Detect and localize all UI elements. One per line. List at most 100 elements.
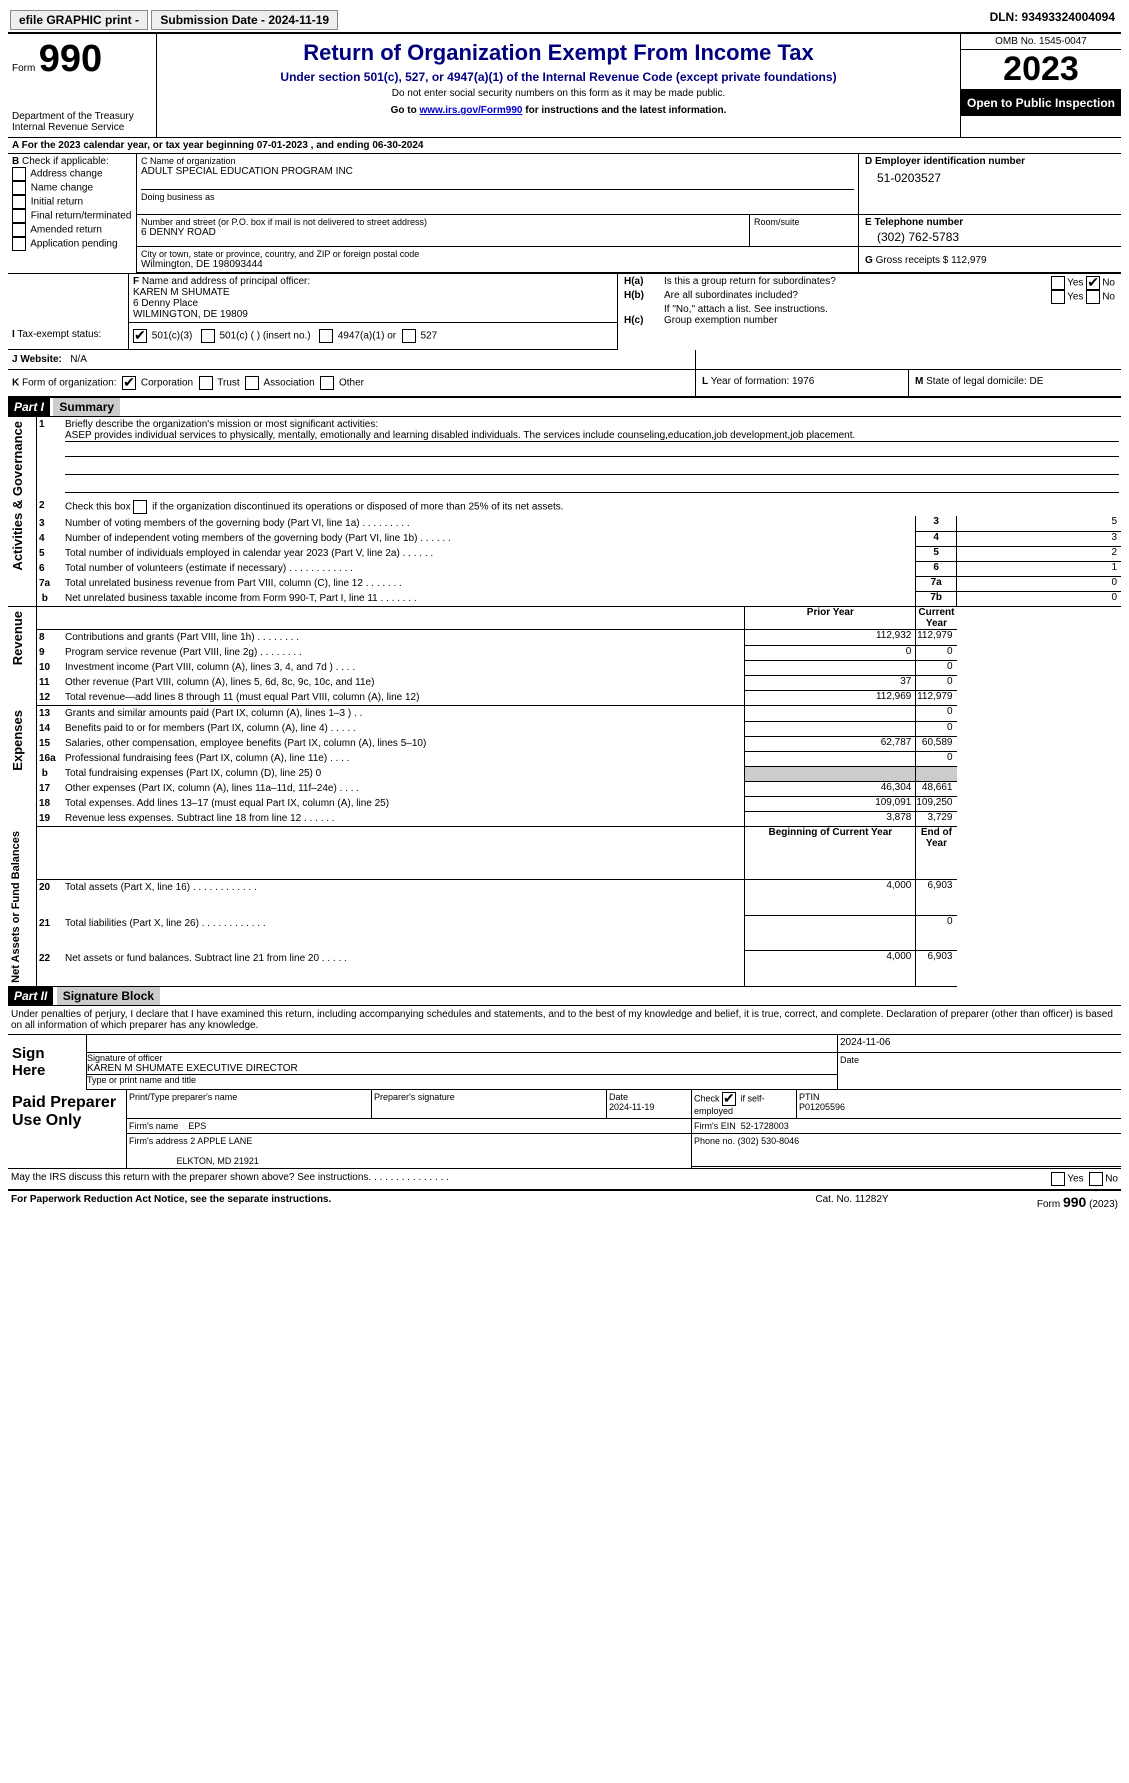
firm-addr-label: Firm's address <box>129 1136 188 1146</box>
j-text: Website: <box>20 354 62 365</box>
c22: 6,903 <box>916 951 957 987</box>
col-curr: Current Year <box>916 607 957 630</box>
hb-yes[interactable] <box>1051 290 1065 304</box>
cb-trust[interactable] <box>199 376 213 390</box>
sig-name: KAREN M SHUMATE EXECUTIVE DIRECTOR <box>87 1063 837 1075</box>
goto-link[interactable]: www.irs.gov/Form990 <box>419 105 522 116</box>
paid-label: Paid Preparer Use Only <box>8 1090 127 1169</box>
k-corp: Corporation <box>141 378 193 389</box>
q16b: Total fundraising expenses (Part IX, col… <box>65 768 313 779</box>
dept-label: Department of the Treasury <box>12 111 152 122</box>
ha-yes[interactable] <box>1051 276 1065 290</box>
firm-addr2: ELKTON, MD 21921 <box>177 1156 259 1166</box>
cb-527[interactable] <box>402 329 416 343</box>
discuss-no-label: No <box>1105 1173 1118 1184</box>
form-header: Form 990 Department of the Treasury Inte… <box>8 34 1121 138</box>
cb-4947[interactable] <box>319 329 333 343</box>
i-527: 527 <box>420 331 437 342</box>
v3: 5 <box>957 516 1122 531</box>
goto-suffix: for instructions and the latest informat… <box>525 105 726 116</box>
cb-q2[interactable] <box>133 500 147 514</box>
c21: 0 <box>916 916 957 951</box>
i-501c3: 501(c)(3) <box>152 331 193 342</box>
discuss-yes-label: Yes <box>1067 1173 1083 1184</box>
cb-501c[interactable] <box>201 329 215 343</box>
yes-label: Yes <box>1067 278 1083 289</box>
hb-text: Are all subordinates included? <box>664 290 1025 304</box>
ptin-label: PTIN <box>799 1092 820 1102</box>
dln-label: DLN: 93493324004094 <box>795 8 1121 33</box>
no-label2: No <box>1102 292 1115 303</box>
submission-date-button[interactable]: Submission Date - 2024-11-19 <box>151 10 338 30</box>
q6: Total number of volunteers (estimate if … <box>65 563 286 574</box>
l-text: Year of formation: 1976 <box>711 376 815 387</box>
q14: Benefits paid to or for members (Part IX… <box>65 723 328 734</box>
ha-no[interactable] <box>1086 276 1100 290</box>
c-name: ADULT SPECIAL EDUCATION PROGRAM INC <box>141 166 854 177</box>
date-label: Date <box>838 1053 1122 1090</box>
v7b: 0 <box>957 591 1122 607</box>
cb-final-return[interactable] <box>12 209 26 223</box>
c-name-label: C Name of organization <box>141 156 854 166</box>
e-phone-label: E Telephone number <box>865 217 1115 228</box>
p17: 46,304 <box>745 781 916 796</box>
b-label: B <box>12 156 19 167</box>
firm-name-label: Firm's name <box>129 1121 178 1131</box>
j-val: N/A <box>70 354 87 365</box>
cb-amended[interactable] <box>12 223 26 237</box>
prep-date-label: Date <box>609 1092 628 1102</box>
p12: 112,969 <box>745 690 916 706</box>
cb-other[interactable] <box>320 376 334 390</box>
part1-title: Summary <box>53 398 120 416</box>
cb-501c3[interactable] <box>133 329 147 343</box>
city: Wilmington, DE 198093444 <box>141 259 854 270</box>
prep-date: 2024-11-19 <box>609 1102 654 1112</box>
c14: 0 <box>916 721 957 736</box>
q20: Total assets (Part X, line 16) <box>65 882 190 893</box>
cb-app-pending[interactable] <box>12 237 26 251</box>
discuss-yes[interactable] <box>1051 1172 1065 1186</box>
c16a: 0 <box>916 751 957 766</box>
v7a: 0 <box>957 576 1122 591</box>
cb-corp[interactable] <box>122 376 136 390</box>
discuss-no[interactable] <box>1089 1172 1103 1186</box>
i-text: Tax-exempt status: <box>17 329 101 340</box>
f-label: F <box>133 276 139 287</box>
sign-here-block: Sign Here 2024-11-06 Signature of office… <box>8 1035 1121 1090</box>
p21 <box>745 916 916 951</box>
i-label: I <box>12 329 15 340</box>
form-title: Return of Organization Exempt From Incom… <box>163 40 954 66</box>
hb-no[interactable] <box>1086 290 1100 304</box>
v6: 1 <box>957 561 1122 576</box>
cb-address-change[interactable] <box>12 167 26 181</box>
cb-assoc[interactable] <box>245 376 259 390</box>
q10: Investment income (Part VIII, column (A)… <box>65 662 333 673</box>
c11: 0 <box>916 675 957 690</box>
cb-name-change[interactable] <box>12 181 26 195</box>
d-ein: 51-0203527 <box>865 167 1115 185</box>
p14 <box>745 721 916 736</box>
k-label: K <box>12 378 19 389</box>
i-4947: 4947(a)(1) or <box>338 331 396 342</box>
sig-type-label: Type or print name and title <box>87 1075 837 1085</box>
q18: Total expenses. Add lines 13–17 (must eq… <box>65 798 389 809</box>
m-label: M <box>915 376 923 387</box>
room-label: Room/suite <box>750 215 859 247</box>
b-check-text: Check if applicable: <box>22 156 109 167</box>
hc-label: H(c) <box>624 315 664 326</box>
q2-a: Check this box <box>65 502 131 513</box>
c20: 6,903 <box>916 880 957 916</box>
efile-button[interactable]: efile GRAPHIC print - <box>10 10 148 30</box>
part1-header: Part I Summary <box>8 398 1121 416</box>
sign-here-label: Sign Here <box>8 1035 87 1089</box>
v4: 3 <box>957 531 1122 546</box>
q21: Total liabilities (Part X, line 26) <box>65 918 199 929</box>
hb-note: If "No," attach a list. See instructions… <box>664 304 1115 315</box>
p11: 37 <box>745 675 916 690</box>
p16a <box>745 751 916 766</box>
p20: 4,000 <box>745 880 916 916</box>
q3: Number of voting members of the governin… <box>65 518 360 529</box>
addr-label: Number and street (or P.O. box if mail i… <box>141 217 745 227</box>
cb-initial-return[interactable] <box>12 195 26 209</box>
cb-self-emp[interactable] <box>722 1092 736 1106</box>
